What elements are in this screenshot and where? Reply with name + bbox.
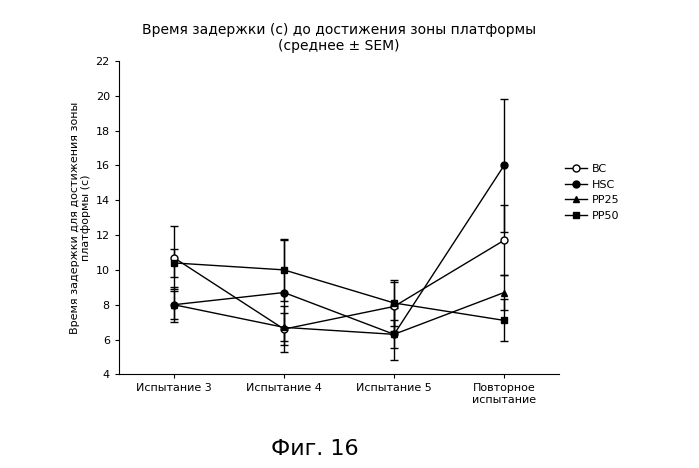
Legend: BC, HSC, PP25, PP50: BC, HSC, PP25, PP50: [565, 164, 619, 221]
Text: Фиг. 16: Фиг. 16: [271, 439, 359, 459]
Title: Время задержки (с) до достижения зоны платформы
(среднее ± SEM): Время задержки (с) до достижения зоны пл…: [142, 22, 536, 53]
Y-axis label: Время задержки для достижения зоны
платформы (с): Время задержки для достижения зоны платф…: [70, 102, 92, 334]
